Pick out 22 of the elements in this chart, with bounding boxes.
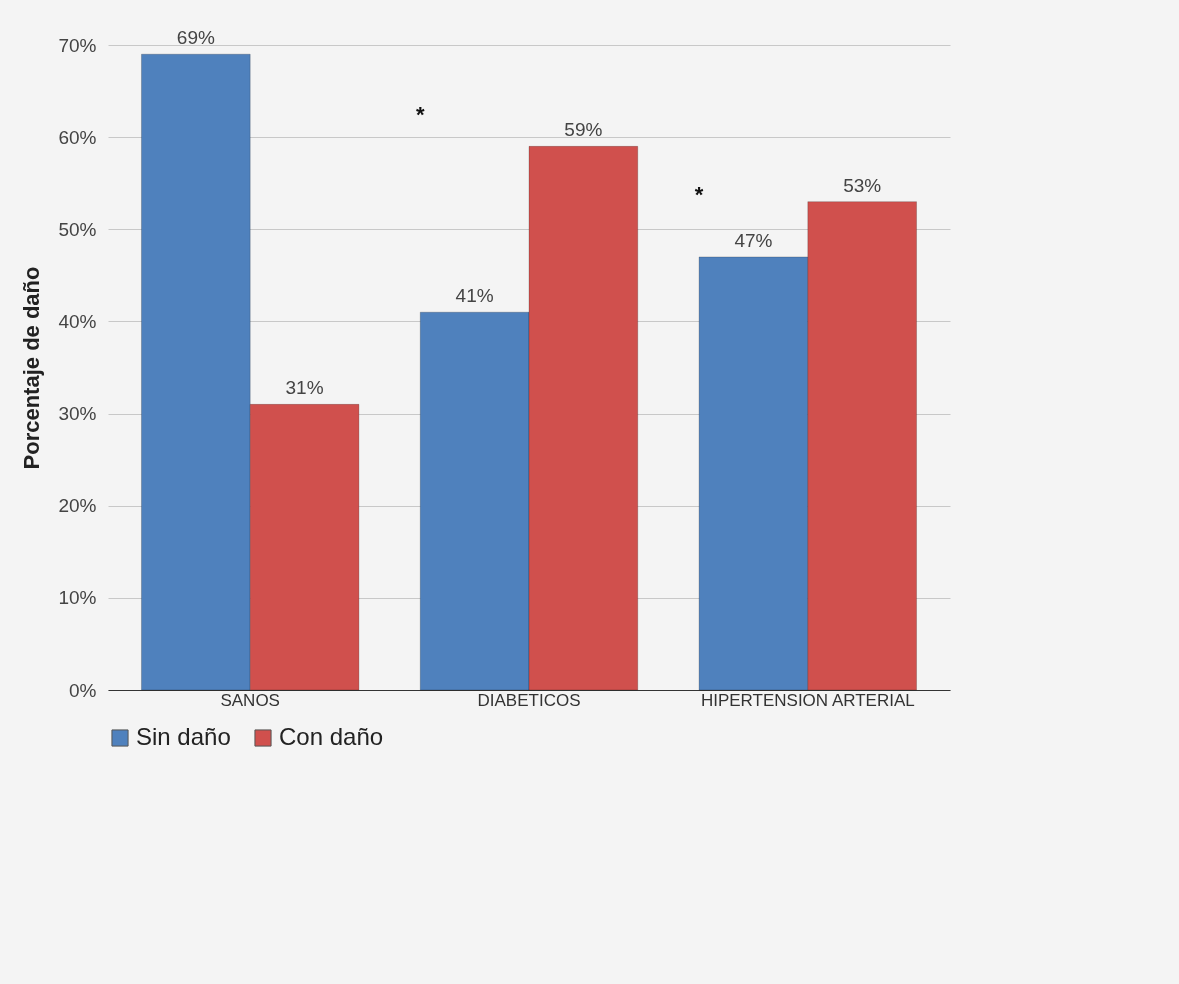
- y-tick-label: 50%: [58, 218, 97, 240]
- y-tick-label: 20%: [58, 495, 97, 517]
- data-label: 69%: [176, 27, 215, 49]
- y-tick-label: 60%: [58, 126, 97, 148]
- legend-label: Con daño: [279, 723, 384, 750]
- x-tick-label: SANOS: [220, 690, 280, 710]
- data-label: 41%: [455, 285, 494, 307]
- y-tick-label: 0%: [69, 679, 97, 701]
- y-tick-label: 30%: [58, 403, 97, 425]
- annotation: *: [415, 102, 425, 127]
- data-label: 53%: [843, 174, 882, 196]
- x-tick-label: HIPERTENSION ARTERIAL: [700, 690, 915, 710]
- y-tick-label: 10%: [58, 587, 97, 609]
- x-tick-label: DIABETICOS: [477, 690, 581, 710]
- y-axis-title: Porcentaje de daño: [19, 266, 45, 470]
- data-label: 59%: [564, 119, 603, 141]
- y-tick-label: 70%: [58, 34, 97, 56]
- data-label: 31%: [285, 377, 324, 399]
- annotation: *: [694, 182, 704, 207]
- data-label: 47%: [734, 229, 773, 251]
- legend-label: Sin daño: [136, 723, 231, 750]
- y-tick-label: 40%: [58, 310, 97, 332]
